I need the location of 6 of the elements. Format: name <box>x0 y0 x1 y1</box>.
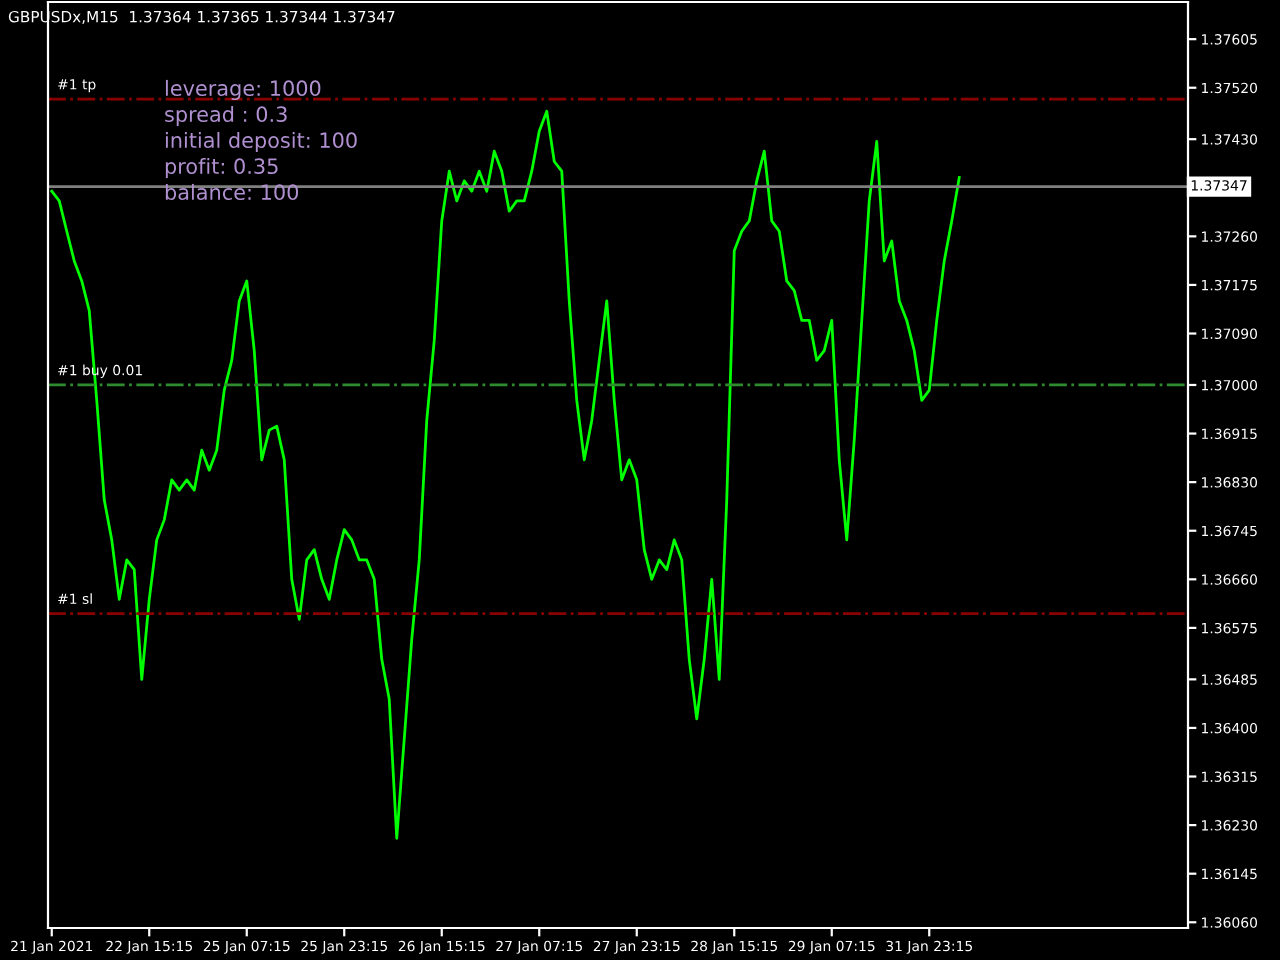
annotation: leverage: 1000 <box>165 79 321 101</box>
annotation: initial deposit: 100 <box>165 131 357 153</box>
annotation: spread : 0.3 <box>165 105 287 127</box>
line-series <box>50 109 961 840</box>
annotation: profit: 0.35 <box>165 157 278 179</box>
annotation: balance: 100 <box>165 183 299 201</box>
